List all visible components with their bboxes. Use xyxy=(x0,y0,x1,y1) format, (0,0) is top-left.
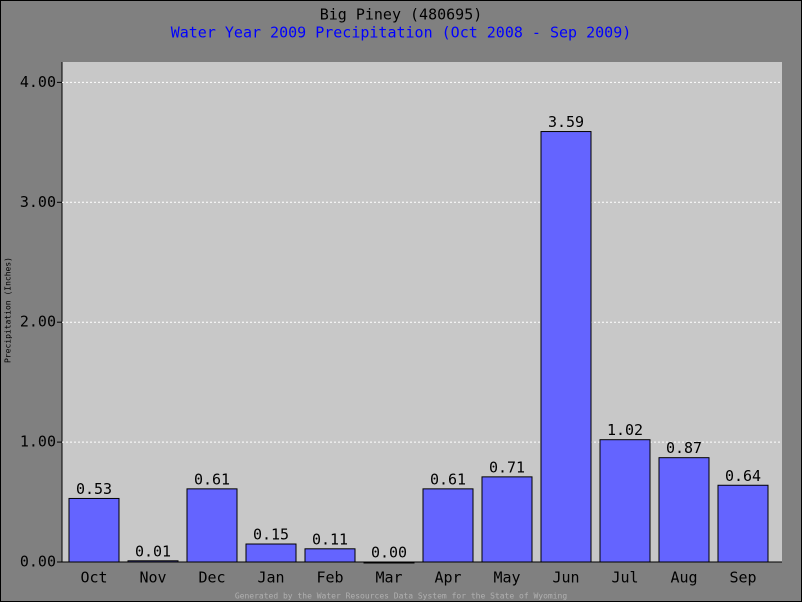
x-tick-label: Jan xyxy=(257,569,284,587)
x-tick-label: Oct xyxy=(80,569,107,587)
bar xyxy=(68,497,120,563)
x-tick-label: Sep xyxy=(729,569,756,587)
value-label: 0.53 xyxy=(76,480,112,498)
x-tick-label: Dec xyxy=(198,569,225,587)
footer: Generated by the Water Resources Data Sy… xyxy=(235,592,568,601)
x-tick-label: Aug xyxy=(670,569,697,587)
bar xyxy=(599,439,651,563)
value-label: 1.02 xyxy=(607,421,643,439)
bar xyxy=(481,476,533,563)
y-tick-label: 1.00 xyxy=(20,433,56,451)
value-label: 0.00 xyxy=(371,544,407,562)
y-tick-label: 2.00 xyxy=(20,313,56,331)
bar xyxy=(717,484,769,563)
x-tick-label: Nov xyxy=(139,569,166,587)
value-label: 0.61 xyxy=(194,470,230,488)
value-label: 0.71 xyxy=(489,458,525,476)
value-label: 0.61 xyxy=(430,470,466,488)
x-tick-label: Jun xyxy=(552,569,579,587)
y-axis-label: Precipitation (Inches) xyxy=(4,257,13,363)
value-label: 0.01 xyxy=(135,542,171,560)
x-tick-label: Mar xyxy=(375,569,402,587)
chart-subtitle: Water Year 2009 Precipitation (Oct 2008 … xyxy=(171,24,632,42)
bar xyxy=(540,131,592,563)
value-label: 0.11 xyxy=(312,530,348,548)
x-tick-label: Apr xyxy=(434,569,461,587)
value-label: 3.59 xyxy=(548,113,584,131)
value-label: 0.87 xyxy=(666,439,702,457)
chart-title: Big Piney (480695) xyxy=(320,6,483,24)
value-label: 0.15 xyxy=(253,526,289,544)
value-label: 0.64 xyxy=(725,467,761,485)
bar xyxy=(422,488,474,563)
bar xyxy=(127,560,179,563)
bar xyxy=(186,488,238,563)
y-tick-label: 3.00 xyxy=(20,193,56,211)
x-tick-label: May xyxy=(493,569,520,587)
x-tick-label: Feb xyxy=(316,569,343,587)
y-tick-label: 0.00 xyxy=(20,553,56,571)
bar xyxy=(304,548,356,563)
y-tick-label: 4.00 xyxy=(20,73,56,91)
bar xyxy=(658,457,710,563)
bar xyxy=(363,561,415,564)
x-tick-label: Jul xyxy=(611,569,638,587)
bar xyxy=(245,543,297,563)
